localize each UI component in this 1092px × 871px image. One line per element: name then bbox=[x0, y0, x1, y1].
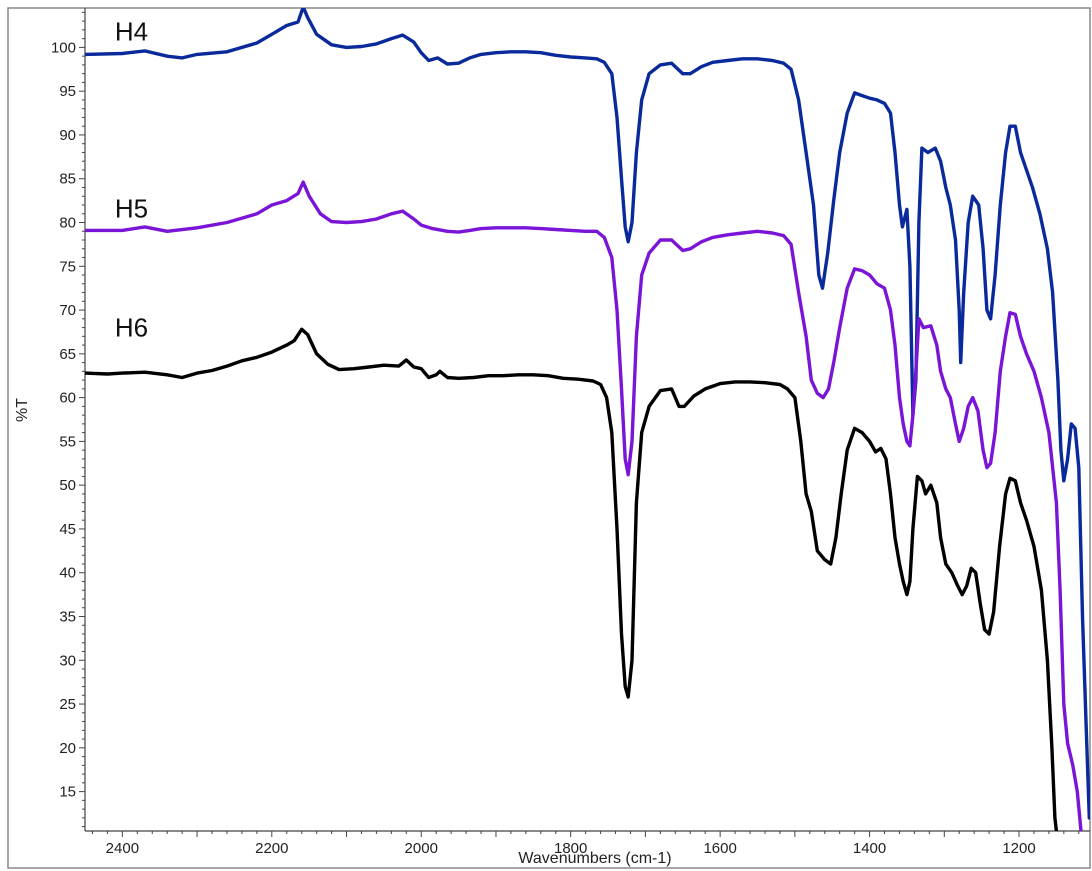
y-tick-label: 30 bbox=[59, 652, 76, 669]
x-tick-label: 2400 bbox=[106, 840, 139, 857]
x-tick-label: 2200 bbox=[255, 840, 288, 857]
y-tick-label: 25 bbox=[59, 696, 76, 713]
series-layer bbox=[85, 8, 1090, 831]
y-tick-label: 100 bbox=[51, 39, 76, 56]
y-tick-label: 90 bbox=[59, 127, 76, 144]
series-label-h5: H5 bbox=[115, 193, 148, 223]
y-tick-label: 20 bbox=[59, 740, 76, 757]
x-tick-label: 1600 bbox=[703, 840, 736, 857]
axes: 15 20 25 30 35 40 45 50 55 60 65 70 75 80 85 90 95 100 240… bbox=[51, 8, 1090, 857]
y-tick-label: 95 bbox=[59, 83, 76, 100]
y-axis-title: %T bbox=[14, 398, 31, 422]
plot-frame bbox=[7, 7, 1091, 869]
y-tick-label: 75 bbox=[59, 258, 76, 275]
y-tick-label: 85 bbox=[59, 171, 76, 188]
x-tick-label: 1200 bbox=[1002, 840, 1035, 857]
y-tick-label: 35 bbox=[59, 608, 76, 625]
x-tick-label: 1800 bbox=[554, 840, 587, 857]
x-tick-label: 1400 bbox=[853, 840, 886, 857]
y-tick-label: 70 bbox=[59, 302, 76, 319]
y-tick-label: 50 bbox=[59, 477, 76, 494]
y-tick-label: 80 bbox=[59, 215, 76, 232]
series-label-h6: H6 bbox=[115, 312, 148, 342]
y-tick-label: 65 bbox=[59, 346, 76, 363]
y-tick-label: 15 bbox=[59, 784, 76, 801]
series-line-h4 bbox=[85, 8, 1090, 820]
series-label-h4: H4 bbox=[115, 16, 148, 46]
labels-layer: H4 H5 H6 bbox=[115, 16, 148, 342]
x-tick-label: 2000 bbox=[405, 840, 438, 857]
y-tick-label: 45 bbox=[59, 521, 76, 538]
x-axis-title: Wavenumbers (cm-1) bbox=[518, 850, 671, 867]
y-tick-label: 55 bbox=[59, 433, 76, 450]
series-line-h6 bbox=[85, 327, 1059, 831]
y-tick-label: 40 bbox=[59, 565, 76, 582]
y-tick-label: 60 bbox=[59, 390, 76, 407]
series-line-h5 bbox=[85, 180, 1083, 831]
